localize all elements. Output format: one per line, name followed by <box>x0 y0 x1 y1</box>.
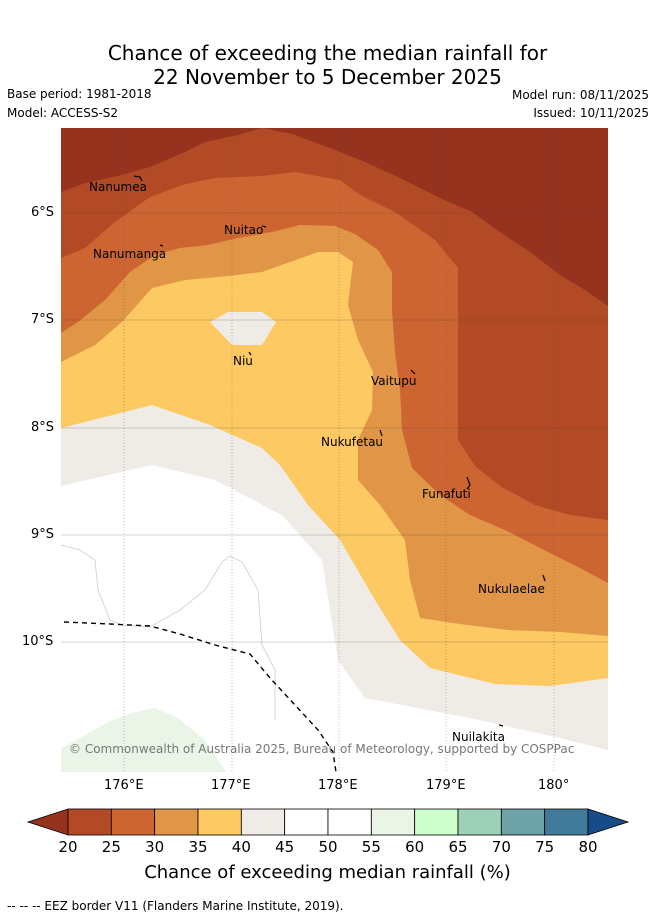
place-nanumea: Nanumea <box>89 180 147 194</box>
place-vaitupu: Vaitupu <box>371 374 417 388</box>
place-nuitao: Nuitao <box>224 223 264 237</box>
colorbar-cell <box>67 808 112 836</box>
colorbar-cell <box>544 808 589 836</box>
base-period: Base period: 1981-2018 <box>7 87 152 101</box>
eez-border <box>63 621 337 772</box>
colorbar-tick-label: 60 <box>405 838 425 856</box>
colorbar-cell <box>500 808 546 836</box>
colorbar-cell <box>110 808 156 836</box>
colorbar-tick-label: 55 <box>361 838 381 856</box>
colorbar-label: Chance of exceeding median rainfall (%) <box>144 862 511 883</box>
colorbar-under-arrow <box>26 808 69 836</box>
place-nukulaelae: Nukulaelae <box>478 582 545 596</box>
lon-label-178e: 178°E <box>318 778 358 793</box>
lat-label-7s: 7°S <box>31 312 55 327</box>
zone-below-20 <box>61 128 608 306</box>
eez-legend-note: -- -- -- EEZ border V11 (Flanders Marine… <box>7 899 344 913</box>
colorbar-tick-label: 70 <box>491 838 511 856</box>
colorbar-tick-label: 45 <box>275 838 295 856</box>
colorbar-tick-label: 35 <box>188 838 208 856</box>
colorbar-tick-label: 80 <box>578 838 598 856</box>
lon-label-176e: 176°E <box>104 778 144 793</box>
colorbar-tick-label: 25 <box>101 838 121 856</box>
colorbar-tick-label: 50 <box>318 838 338 856</box>
grid-lines <box>123 128 555 772</box>
title-line-1: Chance of exceeding the median rainfall … <box>107 41 548 65</box>
colorbar-cell <box>240 808 286 836</box>
lat-label-9s: 9°S <box>31 527 55 542</box>
zone-20-25 <box>61 128 608 520</box>
lat-label-8s: 8°S <box>31 420 55 435</box>
lon-label-180: 180° <box>538 778 570 793</box>
place-nukufetau: Nukufetau <box>321 435 384 449</box>
issued-date: Issued: 10/11/2025 <box>533 106 649 120</box>
colorbar-cell <box>154 808 199 836</box>
colorbar-tick-label: 20 <box>58 838 78 856</box>
title-line-2: 22 November to 5 December 2025 <box>153 65 502 89</box>
model-run: Model run: 08/11/2025 <box>511 88 649 102</box>
colorbar-tick-label: 75 <box>535 838 555 856</box>
model-name: Model: ACCESS-S2 <box>7 106 119 120</box>
map-credit: © Commonwealth of Australia 2025, Bureau… <box>69 742 575 756</box>
colorbar-cell <box>284 808 329 836</box>
colorbar <box>26 808 630 836</box>
lat-label-6s: 6°S <box>31 205 55 220</box>
colorbar-tick-label: 65 <box>448 838 468 856</box>
zone-niu-patch <box>210 312 276 345</box>
colorbar-over-arrow <box>587 808 630 836</box>
colorbar-cell <box>414 808 459 836</box>
place-nanumanga: Nanumanga <box>93 247 167 261</box>
lon-label-177e: 177°E <box>211 778 251 793</box>
lon-label-179e: 179°E <box>426 778 466 793</box>
colorbar-cell <box>327 808 372 836</box>
colorbar-tick-label: 30 <box>145 838 165 856</box>
place-nuilakita: Nuilakita <box>452 730 505 744</box>
place-funafuti: Funafuti <box>422 487 471 501</box>
colorbar-cell <box>457 808 502 836</box>
lat-label-10s: 10°S <box>22 634 54 649</box>
place-niu: Niu <box>233 354 253 368</box>
colorbar-cell <box>370 808 416 836</box>
colorbar-tick-label: 40 <box>231 838 251 856</box>
zone-55-60 <box>61 708 226 772</box>
colorbar-cell <box>197 808 242 836</box>
